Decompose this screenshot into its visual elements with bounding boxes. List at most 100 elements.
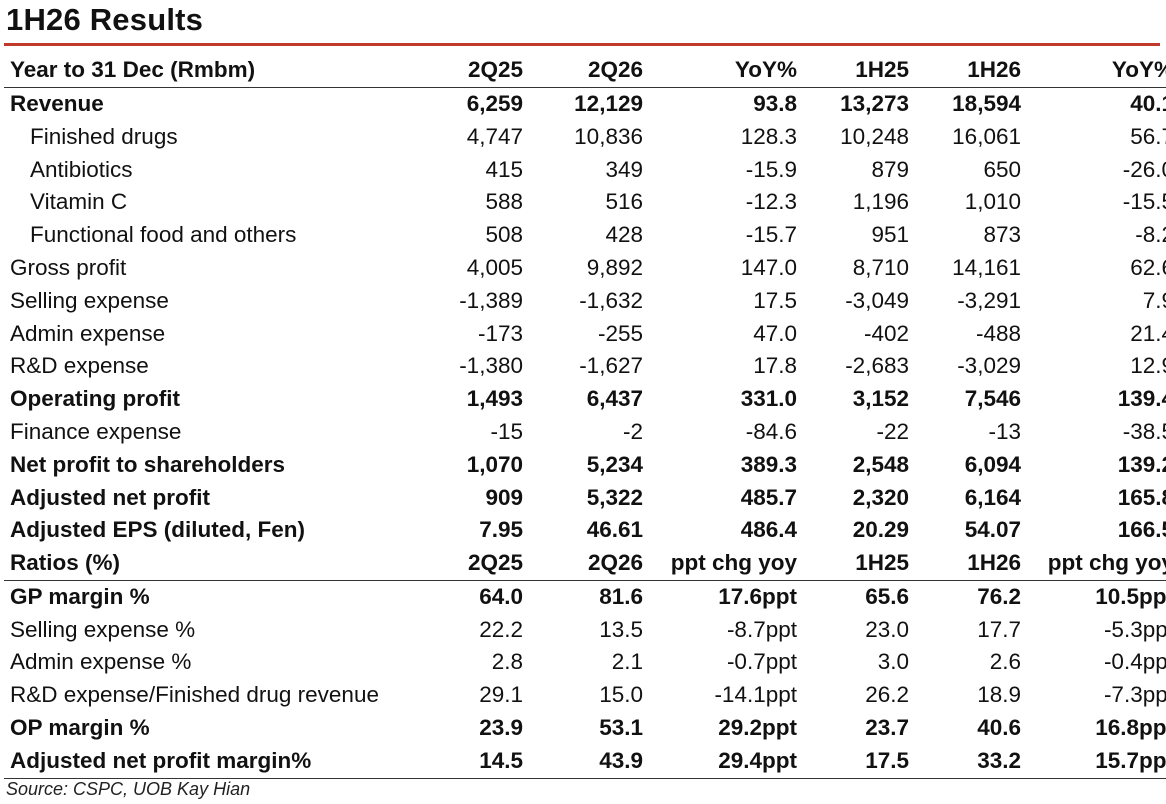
table-cell: 29.4ppt	[645, 744, 799, 779]
table-cell: 7.95	[479, 517, 523, 543]
row-label: Finished drugs	[30, 123, 178, 149]
table-cell: 7.9	[1142, 287, 1166, 313]
table-cell: -1,389	[459, 287, 523, 313]
row-label: Vitamin C	[30, 189, 128, 215]
table-cell: 7,546	[964, 386, 1021, 412]
table-cell: 23.7	[865, 715, 909, 741]
table-row: Gross profit 4,005 9,892 147.0 8,710 14,161 62…	[4, 252, 1166, 285]
table-row: Admin expense -173 -255 47.0 -402 -488 21.4	[4, 317, 1166, 350]
table-cell: -0.4ppt	[1103, 649, 1166, 675]
table-cell: 2,320	[852, 484, 909, 510]
table-cell: 3,152	[852, 386, 909, 412]
table-cell: 6,259	[466, 90, 523, 116]
table-cell: -38.5	[1122, 418, 1166, 444]
table-cell: 508	[485, 222, 523, 248]
table-cell: 588	[485, 189, 523, 215]
row-label: Selling expense	[10, 287, 169, 313]
table-row: Vitamin C 588 516 -12.3 1,196 1,010 -15.5	[4, 186, 1166, 219]
row-label: R&D expense	[10, 353, 149, 379]
row-label: R&D expense/Finished drug revenue	[10, 682, 379, 708]
source-note: Source: CSPC, UOB Kay Hian	[6, 779, 251, 799]
table-cell: 1,070	[466, 451, 523, 477]
table-cell: 93.8	[753, 90, 797, 116]
table-cell: 4,747	[466, 123, 523, 149]
table-row: Revenue 6,259 12,129 93.8 13,273 18,594 40.1	[4, 87, 1166, 120]
row-label: Gross profit	[10, 254, 127, 280]
table-cell: 909	[485, 484, 523, 510]
table-cell: 331.0	[740, 386, 797, 412]
table-cell: 76.2	[977, 583, 1021, 609]
row-label: OP margin %	[10, 715, 150, 741]
table-cell: -255	[597, 320, 643, 346]
row-label: GP margin %	[10, 583, 150, 609]
table-cell: 2.6	[989, 649, 1021, 675]
page-title: 1H26 Results	[6, 2, 204, 37]
row-label: Functional food and others	[30, 222, 297, 248]
table-row: Selling expense -1,389 -1,632 17.5 -3,049 -3,…	[4, 285, 1166, 318]
table-cell: 33.2	[911, 744, 1023, 779]
table-cell: 2,548	[852, 451, 909, 477]
table-cell: 139.2	[1117, 451, 1166, 477]
table-cell: 128.3	[740, 123, 797, 149]
row-label: Admin expense	[10, 320, 166, 346]
table-cell: -173	[477, 320, 523, 346]
table-cell: 165.8	[1117, 484, 1166, 510]
table-cell: 13,273	[840, 90, 909, 116]
table-cell: 18.9	[977, 682, 1021, 708]
table-cell: 1,196	[852, 189, 909, 215]
table-cell: -488	[975, 320, 1021, 346]
table-cell: 1H26	[911, 546, 1023, 581]
table-cell: 21.4	[1130, 320, 1166, 346]
table-cell: 16,061	[952, 123, 1021, 149]
table-cell: -15.5	[1122, 189, 1166, 215]
table-cell: -3,049	[845, 287, 909, 313]
table-cell: 53.1	[599, 715, 643, 741]
table-cell: -12.3	[745, 189, 797, 215]
row-label: Selling expense %	[10, 616, 196, 642]
table-cell: 17.8	[753, 353, 797, 379]
table-row: Adjusted EPS (diluted, Fen) 7.95 46.61 486.…	[4, 514, 1166, 547]
table-cell: ppt chg yoy	[645, 546, 799, 581]
table-cell: 17.6ppt	[718, 583, 797, 609]
table-cell: 428	[605, 222, 643, 248]
ratio-row: Adjusted net profit margin% 14.5 43.9 29.4p…	[4, 744, 1166, 779]
table-cell: -22	[876, 418, 909, 444]
table-cell: 12.9	[1130, 353, 1166, 379]
table-cell: YoY%	[645, 54, 799, 88]
table-row: Net profit to shareholders 1,070 5,234 389.…	[4, 449, 1166, 482]
table-cell: -3,291	[957, 287, 1021, 313]
row-label: Operating profit	[10, 386, 180, 412]
table-cell: 40.6	[977, 715, 1021, 741]
table-cell: 2Q26	[525, 54, 645, 88]
table-cell: -3,029	[957, 353, 1021, 379]
title-divider	[4, 43, 1160, 46]
table-cell: 9,892	[586, 254, 643, 280]
table-cell: 516	[605, 189, 643, 215]
table-cell: 3.0	[877, 649, 909, 675]
table-cell: 81.6	[599, 583, 643, 609]
ratio-header-row: Ratios (%) 2Q25 2Q26 ppt chg yoy 1H25 1H26 ppt…	[4, 546, 1166, 581]
table-row: R&D expense -1,380 -1,627 17.8 -2,683 -3,029 1…	[4, 350, 1166, 383]
table-cell: -15.9	[745, 156, 797, 182]
table-cell: 486.4	[740, 517, 797, 543]
table-cell: -8.2	[1135, 222, 1166, 248]
row-label: Net profit to shareholders	[10, 451, 286, 477]
table-cell: 43.9	[525, 744, 645, 779]
table-cell: -1,632	[579, 287, 643, 313]
table-cell: 65.6	[865, 583, 909, 609]
table-cell: -0.7ppt	[726, 649, 797, 675]
ratio-row: GP margin % 64.0 81.6 17.6ppt 65.6 76.2 10.5pp…	[4, 580, 1166, 613]
table-cell: 14.5	[422, 744, 525, 779]
table-cell: 4,005	[466, 254, 523, 280]
table-cell: 5,234	[586, 451, 643, 477]
table-cell: 15.7ppt	[1023, 744, 1166, 779]
table-cell: 1H26	[911, 54, 1023, 88]
table-row: Operating profit 1,493 6,437 331.0 3,152 7,54…	[4, 383, 1166, 416]
row-label: Adjusted net profit margin%	[4, 744, 422, 779]
row-label: Ratios (%)	[4, 546, 422, 581]
table-cell: ppt chg yoy	[1023, 546, 1166, 581]
table-cell: 17.7	[977, 616, 1021, 642]
table-cell: 29.2ppt	[718, 715, 797, 741]
table-cell: 12,129	[574, 90, 643, 116]
table-cell: -15	[490, 418, 523, 444]
